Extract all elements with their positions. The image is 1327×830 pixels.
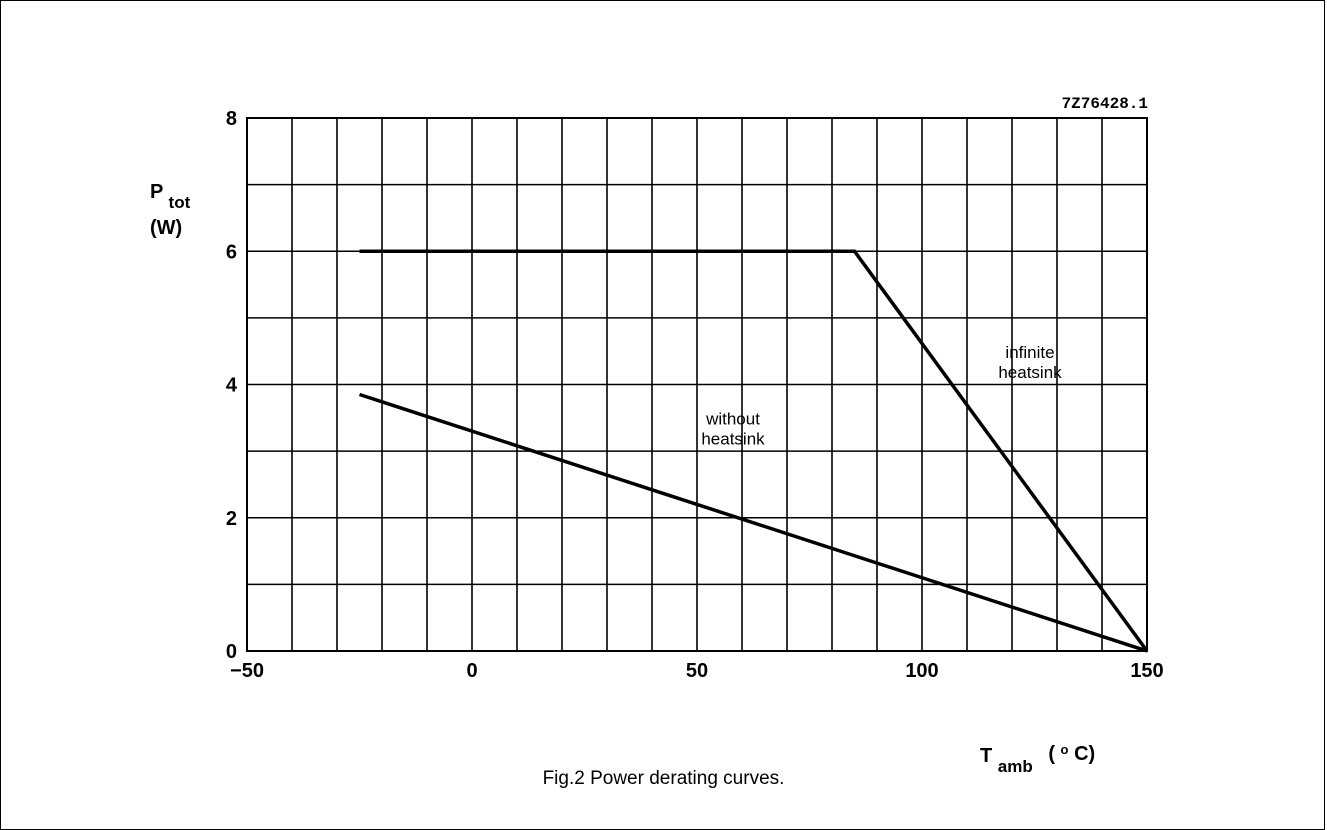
series-line-2 [358, 392, 1148, 653]
x-tick-label: 0 [466, 660, 477, 682]
y-tick-label: 0 [226, 641, 237, 663]
y-tick-label: 6 [226, 241, 237, 263]
figure-caption: Fig.2 Power derating curves. [542, 768, 785, 789]
x-tick-label: 150 [1130, 660, 1163, 682]
series-label-2: without heatsink [701, 409, 765, 448]
chart-series: infinite heatsink without heatsink [358, 249, 1149, 653]
y-axis-label: P tot [150, 181, 191, 212]
x-axis-label: T amb ( o C) [980, 737, 1095, 777]
y-axis-unit: (W) [150, 217, 182, 239]
derating-chart: infinite heatsink without heatsink 0 2 4 6 8 −50… [150, 95, 1164, 777]
y-tick-label: 8 [226, 108, 237, 130]
y-tick-label: 2 [226, 508, 237, 530]
y-tick-label: 4 [226, 375, 238, 397]
series-label-1: infinite heatsink [998, 343, 1062, 382]
x-tick-label: 100 [905, 660, 938, 682]
x-tick-label: 50 [686, 660, 708, 682]
series-line-1 [359, 249, 1149, 653]
chart-grid [247, 118, 1147, 651]
x-tick-label: −50 [230, 660, 264, 682]
plot-border [246, 117, 1148, 652]
figure-code: 7Z76428.1 [1062, 95, 1148, 113]
